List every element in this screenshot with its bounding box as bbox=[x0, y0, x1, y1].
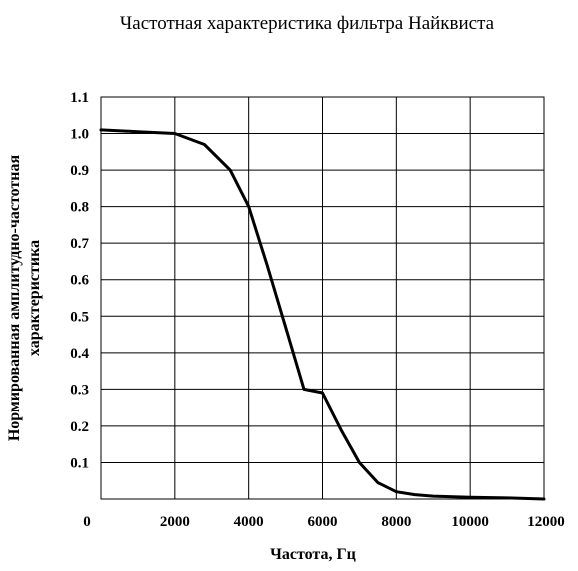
y-axis-label-line-2: характеристика bbox=[26, 240, 43, 356]
x-tick-label: 8000 bbox=[381, 514, 411, 530]
x-tick-label: 6000 bbox=[308, 514, 338, 530]
y-tick-label: 0.6 bbox=[70, 273, 89, 289]
x-tick-label: 12000 bbox=[527, 514, 565, 530]
y-axis-label-line-1: Нормированная амплитудно-частотная bbox=[6, 154, 23, 441]
y-tick-label: 0.5 bbox=[70, 309, 89, 325]
y-axis-tick-labels: 0.1 0.2 0.3 0.4 0.5 0.6 0.7 0.8 0.9 1.0 1.1 bbox=[70, 90, 89, 471]
x-axis-tick-labels: 0 2000 4000 6000 8000 10000 12000 bbox=[83, 514, 565, 530]
plot-area-border bbox=[100, 96, 545, 500]
y-tick-label: 1.1 bbox=[70, 90, 89, 106]
y-tick-label: 0.9 bbox=[70, 163, 89, 179]
y-tick-label: 0.2 bbox=[70, 419, 89, 435]
y-tick-label: 0.7 bbox=[70, 236, 89, 252]
x-axis-label: Частота, Гц bbox=[270, 546, 356, 563]
y-tick-label: 1.0 bbox=[70, 127, 89, 143]
chart-title: Частотная характеристика фильтра Найквис… bbox=[120, 13, 495, 34]
y-tick-label: 0.8 bbox=[70, 200, 89, 216]
series-line bbox=[99, 128, 546, 501]
y-tick-label: 0.3 bbox=[70, 382, 89, 398]
y-tick-label: 0.4 bbox=[70, 346, 89, 362]
x-tick-label: 0 bbox=[83, 514, 91, 530]
x-tick-label: 2000 bbox=[160, 514, 190, 530]
x-tick-label: 4000 bbox=[234, 514, 264, 530]
x-tick-label: 10000 bbox=[451, 514, 489, 530]
grid-lines bbox=[101, 97, 544, 499]
y-tick-label: 0.1 bbox=[70, 455, 89, 471]
